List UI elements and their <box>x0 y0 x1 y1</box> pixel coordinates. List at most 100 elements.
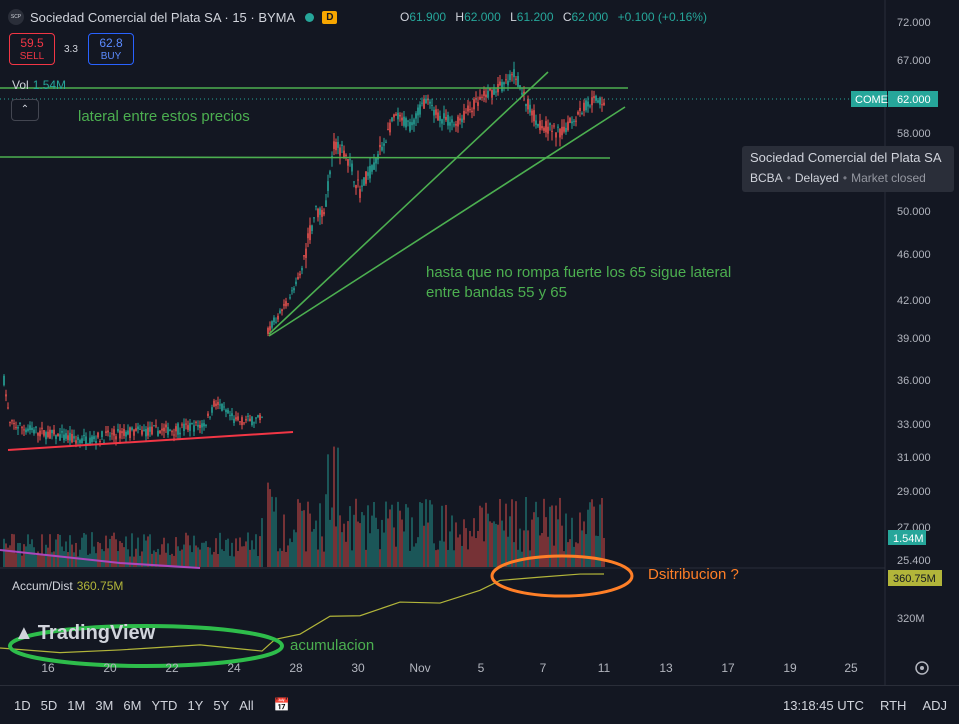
candle-body <box>3 375 5 386</box>
range-ytd[interactable]: YTD <box>151 697 178 713</box>
candle-body <box>179 432 181 435</box>
volume-legend[interactable]: Vol 1.54M <box>12 78 67 92</box>
annotation-hasta-line2[interactable]: entre bandas 55 y 65 <box>426 284 567 301</box>
volume-bar <box>75 542 77 567</box>
volume-bar <box>421 503 423 567</box>
range-6m[interactable]: 6M <box>123 697 142 713</box>
goto-date-icon[interactable]: 📅 <box>273 697 290 712</box>
candle-body <box>461 118 463 123</box>
volume-bar <box>327 454 329 567</box>
volume-bar <box>315 520 317 567</box>
candle-body <box>385 141 387 143</box>
candle-body <box>451 119 453 123</box>
candle-body <box>113 429 115 436</box>
candle-body <box>107 430 109 433</box>
range-5y[interactable]: 5Y <box>213 697 230 713</box>
volume-bar <box>517 549 519 567</box>
accumulation-ellipse[interactable] <box>8 624 284 668</box>
volume-bar <box>329 519 331 567</box>
candle-body <box>261 416 263 418</box>
candle-body <box>175 426 177 432</box>
candle-body <box>21 427 23 429</box>
accum-dist-legend[interactable]: Accum/Dist 360.75M <box>12 579 124 593</box>
volume-bar <box>109 538 111 567</box>
candle-body <box>499 81 501 86</box>
annotation-acumulacion[interactable]: acumulacion <box>290 637 375 654</box>
rth-toggle[interactable]: RTH <box>879 697 907 713</box>
volume-bar <box>73 552 75 567</box>
candle-body <box>457 116 459 127</box>
buy-button[interactable]: 62.8 BUY <box>88 33 134 65</box>
volume-bar <box>601 498 603 567</box>
candle-body <box>473 99 475 110</box>
adj-toggle[interactable]: ADJ <box>922 697 947 713</box>
volume-bar <box>277 551 279 567</box>
candle-body <box>137 426 139 430</box>
candle-body <box>173 434 175 436</box>
annotation-distribucion[interactable]: Dsitribucion ? <box>648 566 739 583</box>
volume-bar <box>173 555 175 567</box>
volume-bar <box>399 510 401 567</box>
candle-body <box>183 423 185 432</box>
volume-bar <box>159 554 161 567</box>
annotation-lateral[interactable]: lateral entre estos precios <box>78 108 250 125</box>
trendline-shallow[interactable] <box>268 106 626 337</box>
volume-badge: 1.54M <box>888 530 926 545</box>
range-1m[interactable]: 1M <box>67 697 86 713</box>
volume-bar <box>583 521 585 567</box>
candle-body <box>393 114 395 118</box>
svg-text:COME: COME <box>855 94 888 106</box>
volume-bar <box>503 530 505 567</box>
range-5d[interactable]: 5D <box>40 697 58 713</box>
candle-body <box>251 416 253 426</box>
range-3m[interactable]: 3M <box>95 697 114 713</box>
volume-bar <box>407 507 409 567</box>
candle-body <box>159 430 161 434</box>
support-line-red[interactable] <box>7 431 294 451</box>
distribution-ellipse[interactable] <box>490 554 634 598</box>
candle-body <box>545 121 547 133</box>
volume-bar <box>589 502 591 567</box>
candle-body <box>389 122 391 133</box>
volume-bar <box>347 521 349 567</box>
candle-body <box>519 85 521 88</box>
settings-gear-icon[interactable] <box>915 661 929 675</box>
clock-time[interactable]: 13:18:45 UTC <box>783 697 864 713</box>
volume-bar <box>435 550 437 567</box>
volume-bar <box>101 549 103 567</box>
collapse-legend-button[interactable]: ⌃ <box>11 99 39 121</box>
candle-body <box>33 429 35 434</box>
candle-body <box>527 99 529 110</box>
candle-body <box>481 96 483 98</box>
candle-body <box>189 423 191 431</box>
volume-bar <box>351 550 353 567</box>
annotation-hasta-line1[interactable]: hasta que no rompa fuerte los 65 sigue l… <box>426 264 732 281</box>
candle-body <box>161 428 163 431</box>
sell-button[interactable]: 59.5 SELL <box>9 33 55 65</box>
range-all[interactable]: All <box>239 697 254 713</box>
data-badge[interactable]: D <box>322 10 338 24</box>
candle-body <box>245 419 247 421</box>
volume-bar <box>217 553 219 567</box>
lateral-lower-line[interactable] <box>0 156 611 159</box>
volume-bar <box>181 549 183 567</box>
price-axis-ticks: 72.00067.00058.00054.00050.00046.00042.0… <box>897 17 931 567</box>
range-1d[interactable]: 1D <box>14 697 31 713</box>
volume-bar <box>271 496 273 567</box>
price-tick-label: 46.000 <box>897 249 931 261</box>
trendline-steep[interactable] <box>268 71 549 335</box>
volume-bar <box>561 525 563 567</box>
volume-bar <box>313 529 315 567</box>
volume-bar <box>325 494 327 567</box>
volume-bar <box>71 544 73 567</box>
candle-body <box>369 165 371 179</box>
range-1y[interactable]: 1Y <box>187 697 204 713</box>
candle-body <box>337 142 339 148</box>
bottom-toolbar: 1D 5D 1M 3M 6M YTD 1Y 5Y All 📅 13:18:45 … <box>0 685 959 724</box>
candle-body <box>315 205 317 207</box>
volume-bar <box>285 551 287 567</box>
candle-body <box>43 430 45 436</box>
candle-body <box>467 105 469 112</box>
symbol-title[interactable]: Sociedad Comercial del Plata SA · 15 · B… <box>30 9 296 25</box>
